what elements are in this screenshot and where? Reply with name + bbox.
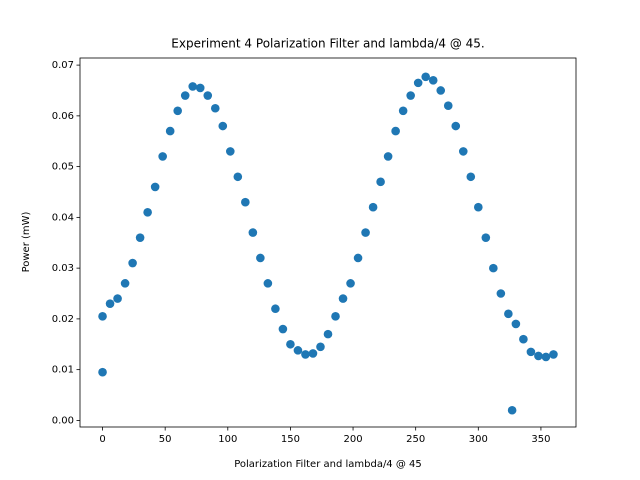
- point: [150, 182, 160, 192]
- point: [218, 121, 228, 131]
- point: [173, 106, 182, 116]
- point: [436, 86, 446, 95]
- point: [256, 253, 265, 263]
- point: [474, 202, 483, 212]
- point: [421, 72, 430, 82]
- point: [526, 347, 536, 357]
- point: [241, 197, 250, 207]
- point: [98, 312, 107, 321]
- point: [504, 309, 513, 319]
- point: [413, 78, 423, 88]
- y-tick-label: 0.06: [52, 111, 74, 122]
- point: [383, 152, 393, 161]
- point: [549, 350, 558, 359]
- point: [293, 346, 303, 355]
- point: [507, 405, 517, 415]
- point: [338, 294, 348, 303]
- point: [361, 228, 370, 237]
- point: [458, 147, 468, 156]
- point: [481, 233, 491, 242]
- point: [353, 253, 363, 263]
- point: [301, 350, 310, 359]
- point: [443, 101, 453, 111]
- point: [376, 177, 385, 187]
- y-tick-label: 0.05: [52, 162, 74, 173]
- point: [466, 172, 476, 182]
- point: [451, 121, 461, 131]
- point: [534, 351, 543, 361]
- point: [398, 106, 408, 116]
- point: [180, 91, 190, 100]
- point: [489, 263, 498, 273]
- point: [105, 299, 115, 308]
- x-tick-label: 350: [531, 434, 550, 445]
- point: [278, 324, 288, 334]
- x-tick-label: 200: [344, 434, 363, 445]
- point: [120, 279, 130, 288]
- point: [143, 207, 152, 217]
- point: [263, 279, 273, 288]
- point: [368, 202, 378, 212]
- point: [128, 258, 137, 268]
- x-tick-label: 250: [406, 434, 425, 445]
- x-tick-label: 100: [218, 434, 237, 445]
- y-axis-label: Power (mW): [21, 211, 32, 272]
- point: [98, 367, 107, 377]
- point: [316, 342, 325, 352]
- point: [406, 91, 415, 100]
- point: [323, 329, 333, 339]
- x-tick-label: 300: [469, 434, 488, 445]
- point: [203, 91, 213, 100]
- point: [286, 339, 295, 349]
- y-tick-label: 0.03: [52, 263, 74, 274]
- x-tick-label: 50: [159, 434, 172, 445]
- point: [271, 304, 280, 314]
- point: [346, 279, 355, 288]
- chart-title: Experiment 4 Polarization Filter and lam…: [171, 37, 484, 51]
- point: [308, 349, 318, 358]
- point: [331, 312, 340, 321]
- y-tick-label: 0.02: [52, 314, 74, 325]
- point: [511, 319, 521, 329]
- point: [233, 172, 243, 182]
- point: [248, 228, 258, 237]
- point: [165, 126, 175, 136]
- point: [391, 126, 400, 136]
- x-axis-label: Polarization Filter and lambda/4 @ 45: [234, 459, 422, 470]
- point: [496, 289, 506, 298]
- point: [188, 82, 198, 91]
- y-tick-label: 0.04: [52, 212, 74, 223]
- y-tick-label: 0.07: [52, 60, 74, 71]
- point: [195, 83, 205, 93]
- plot-frame: [79, 57, 577, 428]
- point: [519, 334, 528, 344]
- point: [541, 352, 551, 362]
- y-tick-label: 0.00: [52, 415, 74, 426]
- y-tick-label: 0.01: [52, 365, 74, 376]
- point: [428, 76, 438, 85]
- point: [210, 103, 220, 113]
- x-tick-label: 150: [281, 434, 300, 445]
- point: [135, 233, 145, 242]
- x-tick-label: 0: [99, 434, 105, 445]
- point: [226, 147, 235, 156]
- point: [113, 294, 122, 303]
- point: [158, 152, 167, 161]
